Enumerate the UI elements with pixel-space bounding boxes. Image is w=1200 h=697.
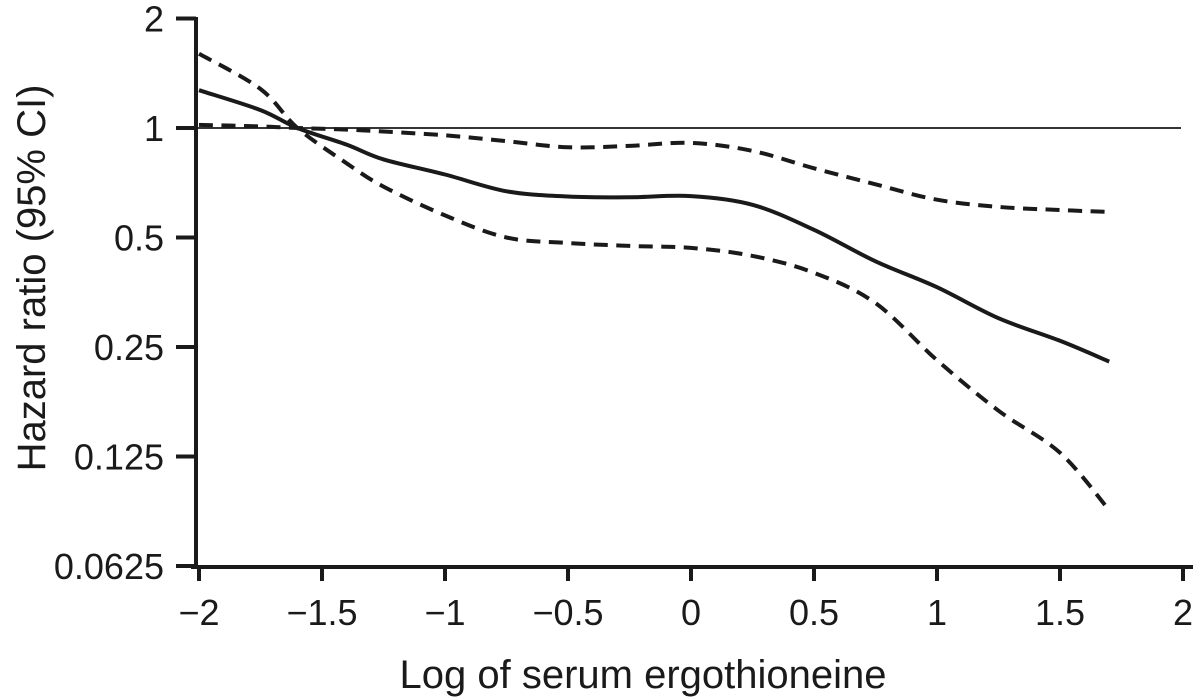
x-tick-label: 2 (1173, 592, 1193, 633)
x-tick-label: −2 (178, 592, 219, 633)
x-axis-label: Log of serum ergothioneine (400, 653, 887, 697)
x-tick-label: −1 (424, 592, 465, 633)
y-tick-label: 0.5 (114, 218, 164, 259)
x-tick-label: 0.5 (789, 592, 839, 633)
axes-group (176, 16, 1193, 581)
y-tick-label: 1 (144, 108, 164, 149)
x-tick-label: −1.5 (286, 592, 357, 633)
y-tick-label: 0.0625 (54, 546, 164, 587)
curves-group (198, 52, 1111, 512)
x-tick-label: 0 (681, 592, 701, 633)
x-tick-label: 1.5 (1035, 592, 1085, 633)
y-axis-label: Hazard ratio (95% CI) (10, 85, 54, 472)
y-tick-label: 2 (144, 0, 164, 40)
x-tick-labels: −2 −1.5 −1 −0.5 0 0.5 1 1.5 2 (178, 592, 1193, 633)
x-tick-label: −0.5 (532, 592, 603, 633)
hazard-ratio-curve (198, 88, 1110, 364)
y-tick-label: 0.25 (94, 327, 164, 368)
y-tick-labels: 2 1 0.5 0.25 0.125 0.0625 (54, 0, 164, 587)
ci-bound-curve-2 (198, 122, 1110, 214)
x-tick-label: 1 (927, 592, 947, 633)
y-tick-label: 0.125 (74, 437, 164, 478)
ci-bound-curve-1 (198, 52, 1111, 512)
